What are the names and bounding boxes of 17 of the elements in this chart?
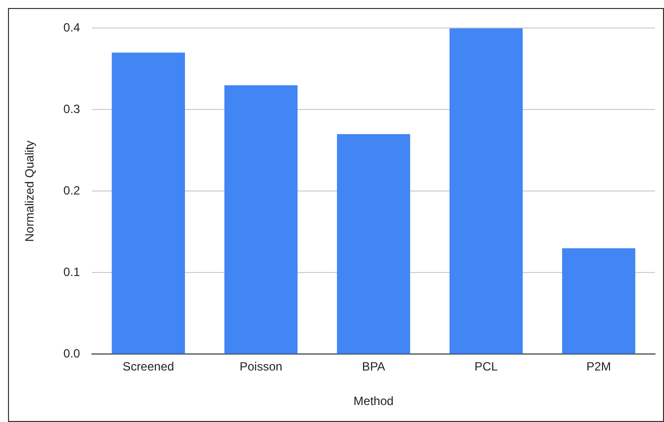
x-tick-label: Screened (122, 360, 174, 374)
x-tick-label: PCL (474, 360, 498, 374)
y-tick-label: 0.0 (63, 346, 80, 361)
bar (450, 28, 523, 354)
y-tick-label: 0.2 (63, 184, 80, 198)
bar (224, 85, 298, 354)
y-tick-label: 0.3 (63, 102, 80, 116)
bar (562, 248, 636, 354)
bar (112, 52, 185, 354)
x-tick-label: P2M (586, 360, 612, 374)
x-axis-title: Method (354, 394, 394, 408)
y-axis-title: Normalized Quality (22, 140, 37, 242)
bar (336, 134, 410, 354)
x-tick-label: BPA (362, 360, 386, 374)
x-tick-label: Poisson (240, 360, 282, 374)
y-tick-label: 0.1 (63, 265, 80, 280)
y-tick-label: 0.4 (63, 20, 80, 35)
